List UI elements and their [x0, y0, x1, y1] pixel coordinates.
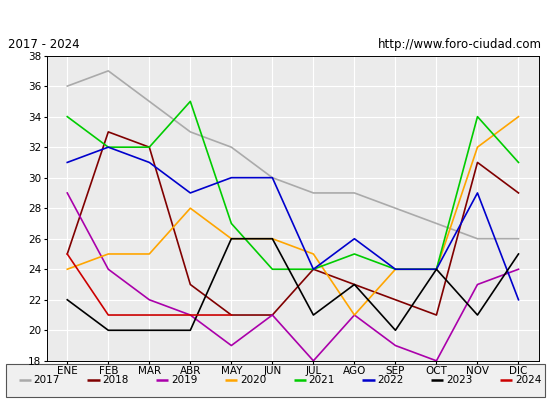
- Text: http://www.foro-ciudad.com: http://www.foro-ciudad.com: [378, 38, 542, 51]
- Text: 2017 - 2024: 2017 - 2024: [8, 38, 80, 51]
- Text: 2023: 2023: [446, 375, 472, 386]
- Text: 2021: 2021: [309, 375, 335, 386]
- Text: Evolucion del paro registrado en Castelserás: Evolucion del paro registrado en Castels…: [96, 8, 454, 24]
- Text: 2018: 2018: [102, 375, 129, 386]
- Text: 2024: 2024: [515, 375, 541, 386]
- Text: 2017: 2017: [34, 375, 60, 386]
- Text: 2020: 2020: [240, 375, 266, 386]
- Bar: [6, 364, 544, 397]
- Text: 2022: 2022: [377, 375, 404, 386]
- Text: 2019: 2019: [171, 375, 197, 386]
